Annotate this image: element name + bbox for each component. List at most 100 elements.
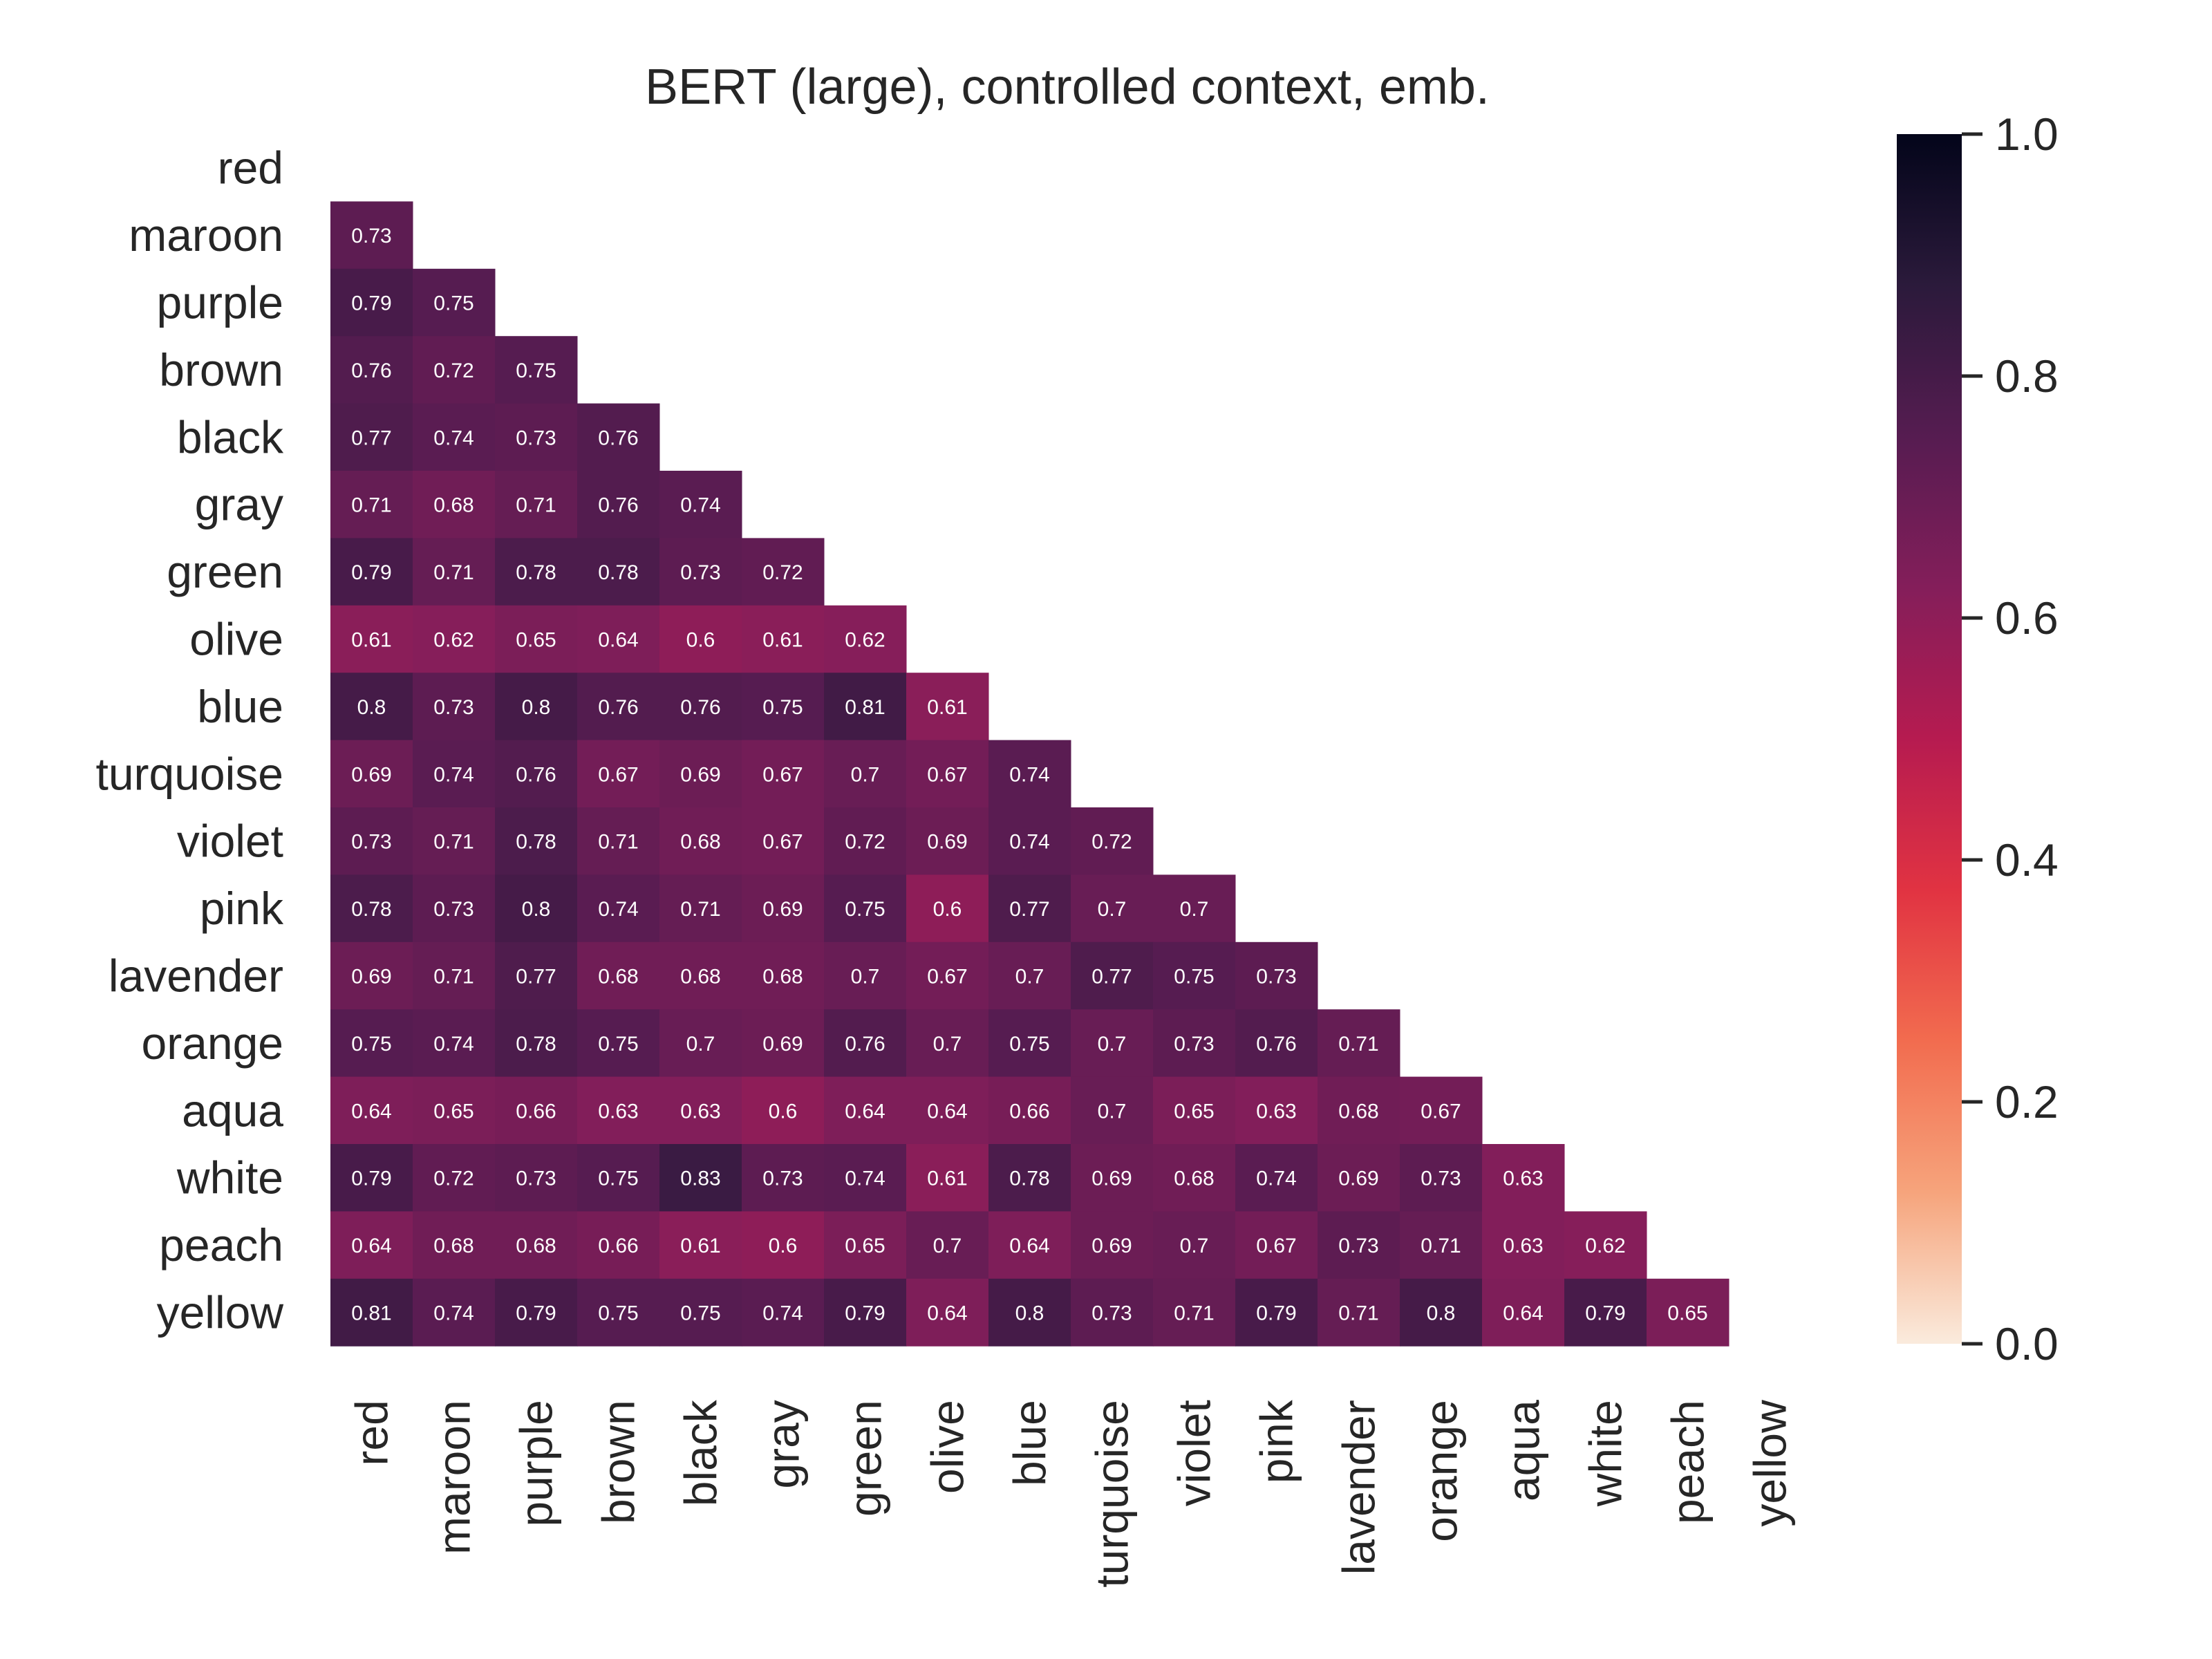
cell-value-green-maroon: 0.71 — [433, 561, 474, 584]
heatmap-cell-peach-olive — [906, 1211, 989, 1280]
cell-value-aqua-violet: 0.65 — [1174, 1100, 1214, 1123]
y-tick-label-brown: brown — [159, 344, 283, 395]
heatmap-cell-peach-gray — [742, 1211, 825, 1280]
colorbar-gradient — [1897, 134, 1962, 1344]
x-tick-label-lavender: lavender — [1333, 1400, 1385, 1575]
cell-value-lavender-gray: 0.68 — [762, 966, 803, 988]
cell-value-green-purple: 0.78 — [516, 561, 556, 584]
heatmap-cell-orange-green — [824, 1009, 907, 1078]
cell-value-olive-red: 0.61 — [351, 629, 391, 652]
heatmap-cell-white-brown — [577, 1144, 660, 1212]
colorbar-tick-label: 0.4 — [1995, 834, 2059, 885]
heatmap-cell-yellow-white — [1564, 1278, 1647, 1347]
heatmap-cell-peach-violet — [1153, 1211, 1236, 1280]
cell-value-peach-blue: 0.64 — [1009, 1235, 1049, 1257]
cell-value-peach-white: 0.62 — [1585, 1235, 1625, 1257]
cell-value-white-black: 0.83 — [680, 1168, 720, 1190]
cell-value-violet-brown: 0.71 — [598, 831, 638, 854]
cell-value-yellow-violet: 0.71 — [1174, 1302, 1214, 1325]
cell-value-olive-black: 0.6 — [686, 629, 715, 652]
cell-value-blue-gray: 0.75 — [762, 696, 803, 719]
cell-value-white-maroon: 0.72 — [433, 1168, 474, 1190]
colorbar-ticks: 0.0 0.2 0.4 0.6 0.8 1.0 — [1962, 109, 2059, 1369]
heatmap-cell-yellow-gray — [742, 1278, 825, 1347]
cell-value-pink-gray: 0.69 — [762, 898, 803, 921]
cell-value-green-brown: 0.78 — [598, 561, 638, 584]
heatmap-cell-blue-brown — [577, 673, 660, 741]
cell-value-white-gray: 0.73 — [762, 1168, 803, 1190]
cell-value-lavender-brown: 0.68 — [598, 966, 638, 988]
heatmap-cell-peach-red — [330, 1211, 413, 1280]
cell-value-turquoise-brown: 0.67 — [598, 763, 638, 786]
heatmap-cell-pink-purple — [495, 874, 578, 943]
cell-value-orange-red: 0.75 — [351, 1033, 391, 1056]
heatmap-cell-violet-blue — [988, 807, 1071, 875]
cell-value-peach-pink: 0.67 — [1256, 1235, 1296, 1257]
heatmap-cell-yellow-pink — [1235, 1278, 1318, 1347]
cell-value-yellow-aqua: 0.64 — [1503, 1302, 1543, 1325]
x-tick-label-yellow: yellow — [1745, 1400, 1796, 1527]
cell-value-blue-brown: 0.76 — [598, 696, 638, 719]
cell-value-pink-brown: 0.74 — [598, 898, 638, 921]
x-tick-label-orange: orange — [1416, 1400, 1467, 1542]
cell-value-lavender-olive: 0.67 — [927, 966, 967, 988]
cell-value-lavender-maroon: 0.71 — [433, 966, 474, 988]
cell-value-gray-red: 0.71 — [351, 494, 391, 517]
heatmap-cell-aqua-black — [659, 1076, 742, 1145]
cell-value-aqua-turquoise: 0.7 — [1098, 1100, 1127, 1123]
heatmap-cell-black-red — [330, 403, 413, 471]
cell-value-yellow-brown: 0.75 — [598, 1302, 638, 1325]
heatmap-cell-gray-maroon — [413, 471, 496, 538]
heatmap-cell-orange-blue — [988, 1009, 1071, 1078]
heatmap-cell-white-blue — [988, 1144, 1071, 1212]
cell-value-peach-black: 0.61 — [680, 1235, 720, 1257]
heatmap-cells: 0.73 0.79 0.75 0.76 0.72 0.75 0.77 0.74 0.73 0.76… — [330, 201, 1730, 1347]
cell-value-lavender-black: 0.68 — [680, 966, 720, 988]
heatmap-cell-orange-black — [659, 1009, 742, 1078]
heatmap-cell-turquoise-blue — [988, 740, 1071, 808]
heatmap-cell-white-orange — [1400, 1144, 1483, 1212]
heatmap-cell-gray-purple — [495, 471, 578, 538]
cell-value-aqua-red: 0.64 — [351, 1100, 391, 1123]
y-tick-label-orange: orange — [141, 1018, 283, 1069]
heatmap-cell-white-turquoise — [1071, 1144, 1154, 1212]
heatmap-cell-pink-black — [659, 874, 742, 943]
heatmap-cell-white-purple — [495, 1144, 578, 1212]
heatmap-cell-green-gray — [742, 538, 825, 606]
cell-value-yellow-green: 0.79 — [845, 1302, 885, 1325]
x-tick-label-red: red — [346, 1400, 397, 1465]
cell-value-peach-red: 0.64 — [351, 1235, 391, 1257]
heatmap-cell-violet-red — [330, 807, 413, 875]
cell-value-peach-purple: 0.68 — [516, 1235, 556, 1257]
heatmap-cell-turquoise-purple — [495, 740, 578, 808]
heatmap-cell-lavender-turquoise — [1071, 941, 1154, 1010]
cell-value-aqua-olive: 0.64 — [927, 1100, 967, 1123]
cell-value-blue-green: 0.81 — [845, 696, 885, 719]
cell-value-olive-maroon: 0.62 — [433, 629, 474, 652]
cell-value-orange-brown: 0.75 — [598, 1033, 638, 1056]
heatmap-cell-yellow-blue — [988, 1278, 1071, 1347]
y-tick-label-purple: purple — [157, 277, 283, 328]
colorbar: 0.0 0.2 0.4 0.6 0.8 1.0 — [1897, 109, 2059, 1369]
heatmap-cell-yellow-peach — [1647, 1278, 1730, 1347]
cell-value-orange-turquoise: 0.7 — [1098, 1033, 1127, 1056]
x-tick-label-blue: blue — [1004, 1400, 1056, 1486]
heatmap-cell-violet-purple — [495, 807, 578, 875]
colorbar-tick-label: 0.8 — [1995, 350, 2059, 402]
cell-value-purple-maroon: 0.75 — [433, 292, 474, 315]
heatmap-cell-gray-red — [330, 471, 413, 538]
cell-value-white-red: 0.79 — [351, 1168, 391, 1190]
heatmap-cell-gray-black — [659, 471, 742, 538]
heatmap-cell-aqua-purple — [495, 1076, 578, 1145]
cell-value-pink-green: 0.75 — [845, 898, 885, 921]
cell-value-brown-red: 0.76 — [351, 359, 391, 382]
cell-value-yellow-peach: 0.65 — [1667, 1302, 1707, 1325]
cell-value-lavender-violet: 0.75 — [1174, 966, 1214, 988]
heatmap-cell-peach-black — [659, 1211, 742, 1280]
colorbar-tick-label: 0.0 — [1995, 1318, 2059, 1369]
cell-value-turquoise-maroon: 0.74 — [433, 763, 474, 786]
heatmap-cell-aqua-blue — [988, 1076, 1071, 1145]
heatmap-cell-white-red — [330, 1144, 413, 1212]
y-tick-label-aqua: aqua — [182, 1085, 283, 1136]
cell-value-peach-green: 0.65 — [845, 1235, 885, 1257]
